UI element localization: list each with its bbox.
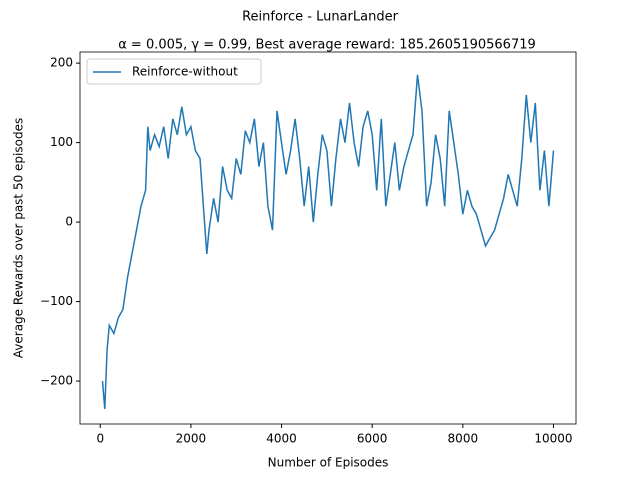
chart-title: Reinforce - LunarLander: [242, 10, 398, 25]
x-tick-label: 6000: [357, 432, 388, 446]
legend-box: [86, 58, 262, 85]
x-tick-label: 4000: [266, 432, 297, 446]
y-tick-label: −100: [40, 294, 73, 308]
chart-subtitle: α = 0.005, γ = 0.99, Best average reward…: [118, 38, 536, 53]
y-tick-label: −200: [40, 374, 73, 388]
x-axis-label: Number of Episodes: [268, 456, 389, 470]
plot-frame: [79, 51, 577, 425]
x-tick-label: 8000: [448, 432, 479, 446]
x-tick-label: 0: [96, 432, 104, 446]
y-axis-label: Average Rewards over past 50 episodes: [12, 118, 26, 358]
y-tick-label: 200: [50, 56, 73, 70]
line: [101, 74, 555, 409]
legend-label: Reinforce-without: [132, 65, 238, 79]
x-tick-label: 10000: [534, 432, 572, 446]
x-tick-label: 2000: [176, 432, 207, 446]
y-tick-label: 100: [50, 135, 73, 149]
y-tick-label: 0: [65, 215, 73, 229]
